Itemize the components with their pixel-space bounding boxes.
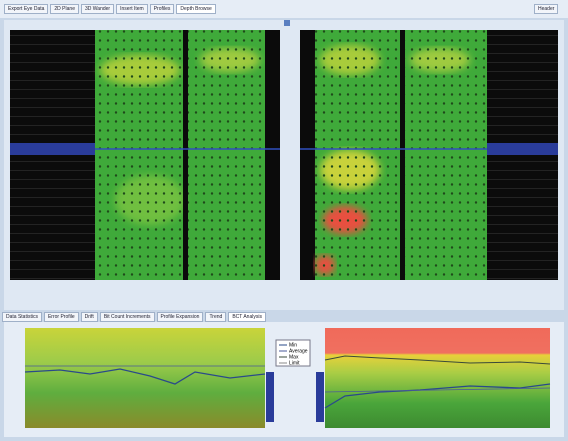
- tab[interactable]: Bit Count Increments: [99, 312, 155, 322]
- legend-label: Average: [289, 349, 308, 355]
- left-heatmap: [10, 30, 280, 280]
- legend-label: Min: [289, 343, 297, 349]
- legend-label: Limit: [289, 361, 300, 367]
- tab[interactable]: Export Eye Data: [4, 4, 49, 14]
- x-axis: [10, 282, 280, 294]
- tab[interactable]: Error Profile: [43, 312, 79, 322]
- toolbar-tabs: Export Eye Data 2D Plane 3D Wander Insert I…: [4, 4, 216, 14]
- right-line-chart: [316, 328, 551, 428]
- legend-box: [275, 339, 311, 367]
- header-button[interactable]: Header: [534, 4, 559, 14]
- left-line-chart: [24, 328, 274, 428]
- tab[interactable]: Trend: [205, 312, 227, 322]
- tab[interactable]: Drift: [80, 312, 98, 322]
- splitter[interactable]: [284, 20, 290, 26]
- tab[interactable]: Profiles: [149, 4, 175, 14]
- tab[interactable]: 2D Plane: [50, 4, 79, 14]
- tab[interactable]: Depth Browse: [176, 4, 216, 14]
- toolbar-right: Header: [534, 4, 559, 14]
- tab[interactable]: Insert Item: [116, 4, 148, 14]
- tab[interactable]: 3D Wander: [80, 4, 115, 14]
- tab[interactable]: Profile Expansion: [156, 312, 204, 322]
- tab[interactable]: BCT Analysis: [228, 312, 266, 322]
- bottom-tabs: Data Statistics Error Profile Drift Bit Cou…: [2, 312, 266, 322]
- right-heatmap: [300, 30, 558, 280]
- legend-label: Max: [289, 355, 299, 361]
- x-axis: [300, 282, 558, 294]
- tab[interactable]: Data Statistics: [2, 312, 42, 322]
